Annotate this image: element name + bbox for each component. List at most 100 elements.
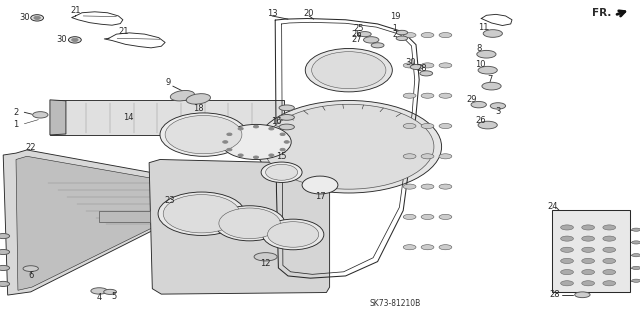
Ellipse shape (603, 236, 616, 241)
Text: 7: 7 (488, 75, 493, 84)
Ellipse shape (421, 184, 434, 189)
Circle shape (253, 156, 259, 159)
Ellipse shape (575, 292, 590, 298)
Ellipse shape (582, 247, 595, 252)
Circle shape (312, 52, 386, 89)
Text: 18: 18 (193, 104, 204, 113)
Text: 14: 14 (123, 113, 133, 122)
Text: 2: 2 (392, 30, 397, 39)
Ellipse shape (603, 270, 616, 275)
Ellipse shape (478, 66, 497, 74)
Ellipse shape (421, 33, 434, 38)
FancyBboxPatch shape (50, 100, 284, 135)
Circle shape (158, 192, 245, 235)
Ellipse shape (483, 30, 502, 37)
Text: 29: 29 (467, 95, 477, 104)
Circle shape (31, 15, 44, 21)
Text: 11: 11 (478, 23, 488, 32)
Circle shape (221, 124, 291, 160)
Circle shape (238, 154, 243, 157)
Circle shape (269, 127, 274, 130)
Circle shape (266, 164, 298, 180)
Text: 15: 15 (276, 152, 287, 161)
Ellipse shape (254, 253, 277, 261)
Ellipse shape (561, 281, 573, 286)
Text: 22: 22 (26, 143, 36, 152)
Ellipse shape (421, 123, 434, 129)
Text: 30: 30 (19, 13, 29, 22)
Ellipse shape (403, 245, 416, 250)
Text: 9: 9 (166, 78, 171, 87)
Text: 28: 28 (417, 64, 427, 73)
Text: 3: 3 (495, 107, 500, 116)
Ellipse shape (561, 247, 573, 252)
Ellipse shape (403, 184, 416, 189)
Ellipse shape (582, 270, 595, 275)
Ellipse shape (0, 281, 10, 286)
Ellipse shape (421, 154, 434, 159)
Ellipse shape (603, 281, 616, 286)
Circle shape (72, 38, 78, 41)
Ellipse shape (561, 270, 573, 275)
Polygon shape (50, 100, 66, 135)
Circle shape (253, 125, 259, 128)
Circle shape (284, 141, 289, 143)
Circle shape (256, 100, 442, 193)
Ellipse shape (186, 94, 211, 104)
Ellipse shape (582, 225, 595, 230)
Ellipse shape (279, 115, 294, 120)
Circle shape (305, 48, 392, 92)
Ellipse shape (632, 279, 640, 282)
Ellipse shape (632, 228, 640, 231)
Circle shape (280, 148, 285, 151)
Ellipse shape (439, 33, 452, 38)
Ellipse shape (0, 249, 10, 255)
Ellipse shape (482, 82, 501, 90)
Ellipse shape (439, 245, 452, 250)
Ellipse shape (603, 258, 616, 263)
Text: 23: 23 (164, 197, 175, 205)
FancyBboxPatch shape (552, 210, 630, 292)
Ellipse shape (410, 64, 423, 70)
Ellipse shape (421, 214, 434, 219)
Polygon shape (149, 160, 330, 294)
Ellipse shape (421, 245, 434, 250)
Ellipse shape (0, 265, 10, 271)
Text: 1: 1 (13, 120, 19, 129)
Circle shape (34, 16, 40, 19)
Circle shape (262, 219, 324, 250)
Circle shape (268, 222, 319, 247)
Ellipse shape (403, 123, 416, 129)
Text: 25: 25 (353, 24, 364, 33)
Circle shape (227, 148, 232, 151)
Ellipse shape (582, 281, 595, 286)
Ellipse shape (396, 30, 408, 35)
Text: 30: 30 (57, 35, 67, 44)
Circle shape (219, 208, 280, 239)
Circle shape (68, 37, 81, 43)
Ellipse shape (582, 236, 595, 241)
Text: 1: 1 (392, 24, 397, 33)
Text: 27: 27 (352, 35, 362, 44)
Ellipse shape (439, 154, 452, 159)
Ellipse shape (421, 93, 434, 98)
Text: 26: 26 (352, 30, 362, 39)
Ellipse shape (632, 241, 640, 244)
Ellipse shape (279, 124, 294, 130)
Circle shape (280, 133, 285, 136)
Text: 8: 8 (476, 44, 481, 53)
Circle shape (165, 115, 242, 154)
Ellipse shape (33, 112, 48, 118)
Ellipse shape (421, 63, 434, 68)
Text: 30: 30 (405, 58, 415, 67)
Ellipse shape (439, 184, 452, 189)
Text: FR.: FR. (592, 8, 611, 18)
Ellipse shape (439, 123, 452, 129)
Ellipse shape (439, 214, 452, 219)
Ellipse shape (603, 225, 616, 230)
Ellipse shape (490, 103, 506, 109)
Circle shape (160, 113, 247, 156)
Ellipse shape (403, 93, 416, 98)
FancyBboxPatch shape (99, 211, 150, 222)
Ellipse shape (420, 71, 433, 76)
